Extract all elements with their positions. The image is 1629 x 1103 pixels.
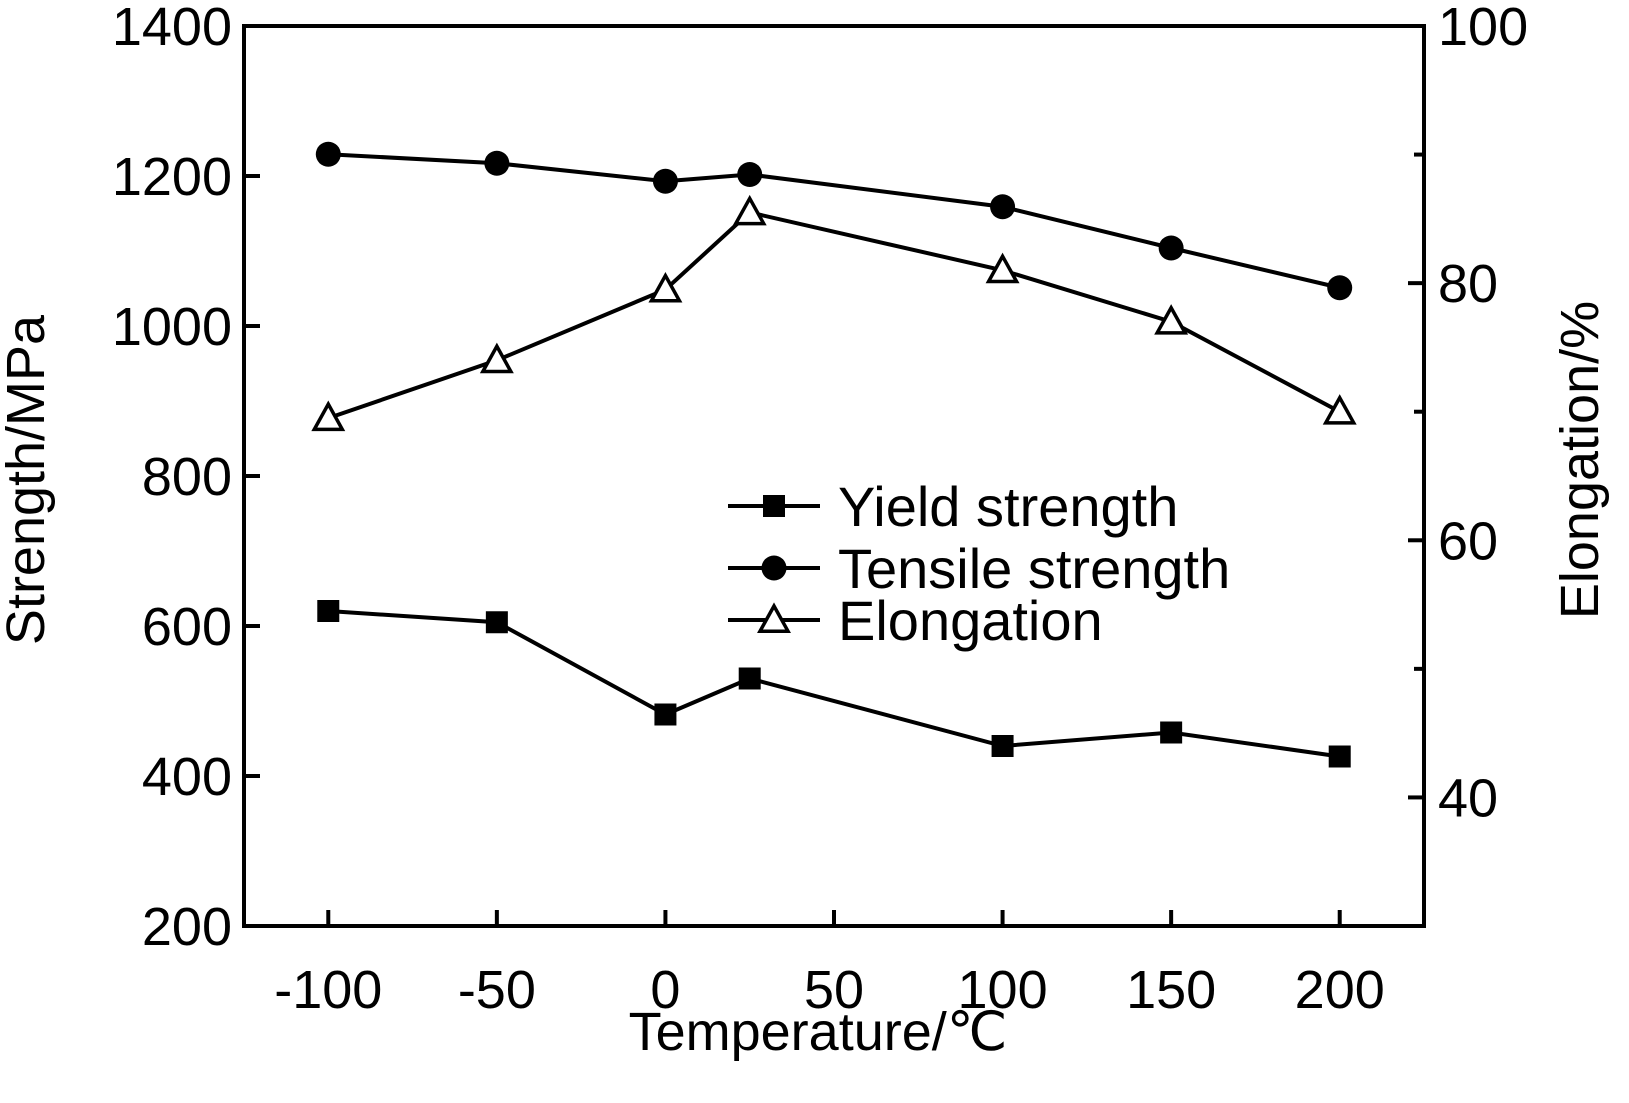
y-right-tick-label: 100 — [1438, 0, 1528, 57]
x-axis-title: Temperature/℃ — [629, 1002, 1008, 1062]
data-point — [654, 703, 677, 726]
data-point — [648, 271, 683, 303]
x-tick-label: -100 — [274, 960, 382, 1020]
x-tick-label: 0 — [650, 960, 680, 1020]
data-point — [991, 735, 1014, 757]
data-point — [737, 162, 763, 187]
legend-marker — [757, 602, 791, 633]
y-left-tick-label: 200 — [142, 897, 232, 957]
y-left-tick-label: 400 — [142, 747, 232, 807]
x-tick-label: 50 — [804, 960, 864, 1020]
data-point — [1160, 721, 1183, 744]
y-left-tick-label: 600 — [142, 597, 232, 657]
data-point — [484, 150, 510, 176]
data-point — [1328, 745, 1351, 768]
data-point — [985, 252, 1020, 284]
data-point — [485, 611, 508, 634]
y-left-tick-label: 1000 — [112, 297, 232, 357]
x-tick-label: 150 — [1126, 960, 1216, 1020]
legend-item: Elongation — [728, 589, 1103, 652]
y-left-tick-label: 1200 — [112, 147, 232, 207]
data-point — [479, 342, 514, 374]
y-right-tick-label: 60 — [1438, 511, 1498, 571]
data-point — [1154, 304, 1189, 335]
series-layer — [311, 141, 1357, 768]
y-right-axis: 40 60 80 100 — [1408, 0, 1528, 828]
y-left-tick-label: 800 — [142, 447, 232, 507]
data-point — [315, 141, 341, 167]
data-point — [738, 667, 761, 690]
series-line — [328, 609, 1340, 759]
legend-item: Yield strength — [728, 475, 1178, 538]
legend-item: Tensile strength — [728, 537, 1230, 600]
data-point — [311, 400, 346, 432]
series-triangle-open — [311, 194, 1357, 432]
series-circle — [315, 141, 1353, 301]
data-point — [1158, 235, 1184, 261]
x-axis: -100 -50 0 50 100 150 200 — [274, 910, 1385, 1020]
y-right-tick-label: 40 — [1438, 768, 1498, 828]
data-point — [732, 194, 767, 226]
data-point — [990, 194, 1016, 220]
y-left-axis: 200 400 600 800 1000 1200 1400 — [112, 0, 260, 957]
series-line — [327, 210, 1341, 421]
x-tick-label: 100 — [958, 960, 1048, 1020]
y-axis-right-title: Elongation/% — [1550, 301, 1610, 619]
y-right-tick-label: 80 — [1438, 254, 1498, 314]
x-tick-label: -50 — [458, 960, 536, 1020]
data-point — [317, 600, 340, 622]
y-left-tick-label: 1400 — [112, 0, 232, 57]
legend-label: Elongation — [838, 589, 1103, 652]
legend-label: Yield strength — [838, 475, 1178, 538]
x-tick-label: 200 — [1295, 960, 1385, 1020]
data-point — [652, 168, 678, 194]
legend-label: Tensile strength — [838, 537, 1230, 600]
legend-marker — [763, 495, 785, 517]
y-axis-left-title: Strength/MPa — [0, 314, 56, 645]
legend-marker — [761, 555, 787, 581]
data-point — [1327, 275, 1353, 301]
data-point — [1322, 394, 1357, 425]
series-line — [328, 152, 1341, 290]
series-square — [317, 600, 1351, 768]
